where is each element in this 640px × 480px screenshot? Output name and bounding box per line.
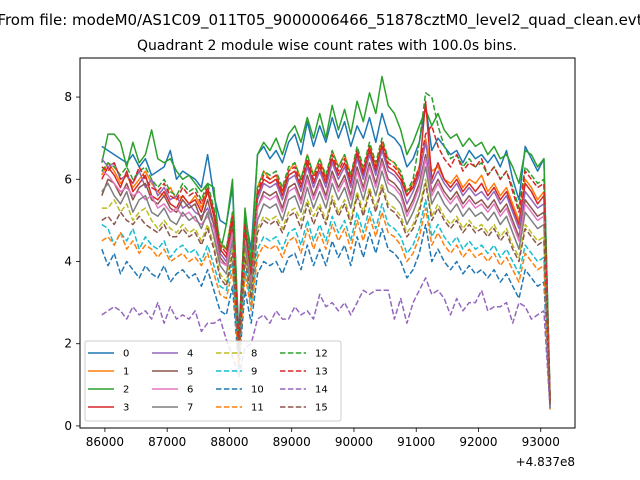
series-0-line bbox=[101, 104, 551, 402]
legend-frame bbox=[84, 340, 342, 422]
series-8-line bbox=[101, 178, 551, 406]
legend-label-15: 15 bbox=[315, 403, 328, 414]
legend-label-7: 7 bbox=[187, 403, 193, 414]
legend-label-11: 11 bbox=[251, 403, 264, 414]
y-tick-label: 6 bbox=[64, 172, 72, 186]
y-tick-label: 0 bbox=[64, 419, 72, 433]
x-tick-label: 87000 bbox=[148, 435, 186, 449]
series-2-line bbox=[101, 75, 551, 398]
legend-label-1: 1 bbox=[123, 367, 129, 378]
legend-label-2: 2 bbox=[123, 385, 129, 396]
axis-ticks: 86000 87000 88000 89000 90000 91000 92000 93000… bbox=[64, 90, 559, 449]
series-11-line bbox=[101, 207, 551, 410]
series-4-line bbox=[101, 141, 551, 402]
x-tick-label: 93000 bbox=[522, 435, 560, 449]
legend-label-4: 4 bbox=[187, 349, 193, 360]
y-tick-label: 8 bbox=[64, 90, 72, 104]
x-tick-label: 90000 bbox=[335, 435, 373, 449]
figure-suptitle: From file: modeM0/AS1C09_011T05_90000064… bbox=[0, 11, 640, 30]
legend-label-10: 10 bbox=[251, 385, 264, 396]
legend-label-9: 9 bbox=[251, 367, 257, 378]
chart-title: Quadrant 2 module wise count rates with … bbox=[137, 38, 517, 54]
series-9-line bbox=[101, 199, 551, 410]
x-tick-label: 89000 bbox=[273, 435, 311, 449]
series-7-line bbox=[101, 166, 551, 406]
x-tick-label: 92000 bbox=[459, 435, 497, 449]
series-13-line bbox=[101, 125, 551, 402]
legend-label-12: 12 bbox=[315, 349, 328, 360]
series-6-line bbox=[101, 157, 551, 406]
legend-label-6: 6 bbox=[187, 385, 193, 396]
y-tick-label: 4 bbox=[64, 255, 72, 269]
legend-label-0: 0 bbox=[123, 349, 129, 360]
series-14-line bbox=[101, 277, 551, 410]
x-tick-label: 86000 bbox=[86, 435, 124, 449]
x-tick-label: 88000 bbox=[210, 435, 248, 449]
legend-label-8: 8 bbox=[251, 349, 257, 360]
plot-series bbox=[101, 75, 551, 410]
plot-frame bbox=[79, 57, 576, 429]
legend-label-13: 13 bbox=[315, 367, 328, 378]
legend-label-5: 5 bbox=[187, 367, 193, 378]
x-tick-label: 91000 bbox=[397, 435, 435, 449]
series-12-line bbox=[101, 92, 551, 402]
series-5-line bbox=[101, 153, 551, 406]
series-15-line bbox=[101, 182, 551, 406]
y-tick-label: 2 bbox=[64, 337, 72, 351]
legend-label-14: 14 bbox=[315, 385, 328, 396]
x-offset-label: +4.837e8 bbox=[516, 455, 575, 469]
legend-label-3: 3 bbox=[123, 403, 129, 414]
series-10-line bbox=[101, 223, 551, 410]
